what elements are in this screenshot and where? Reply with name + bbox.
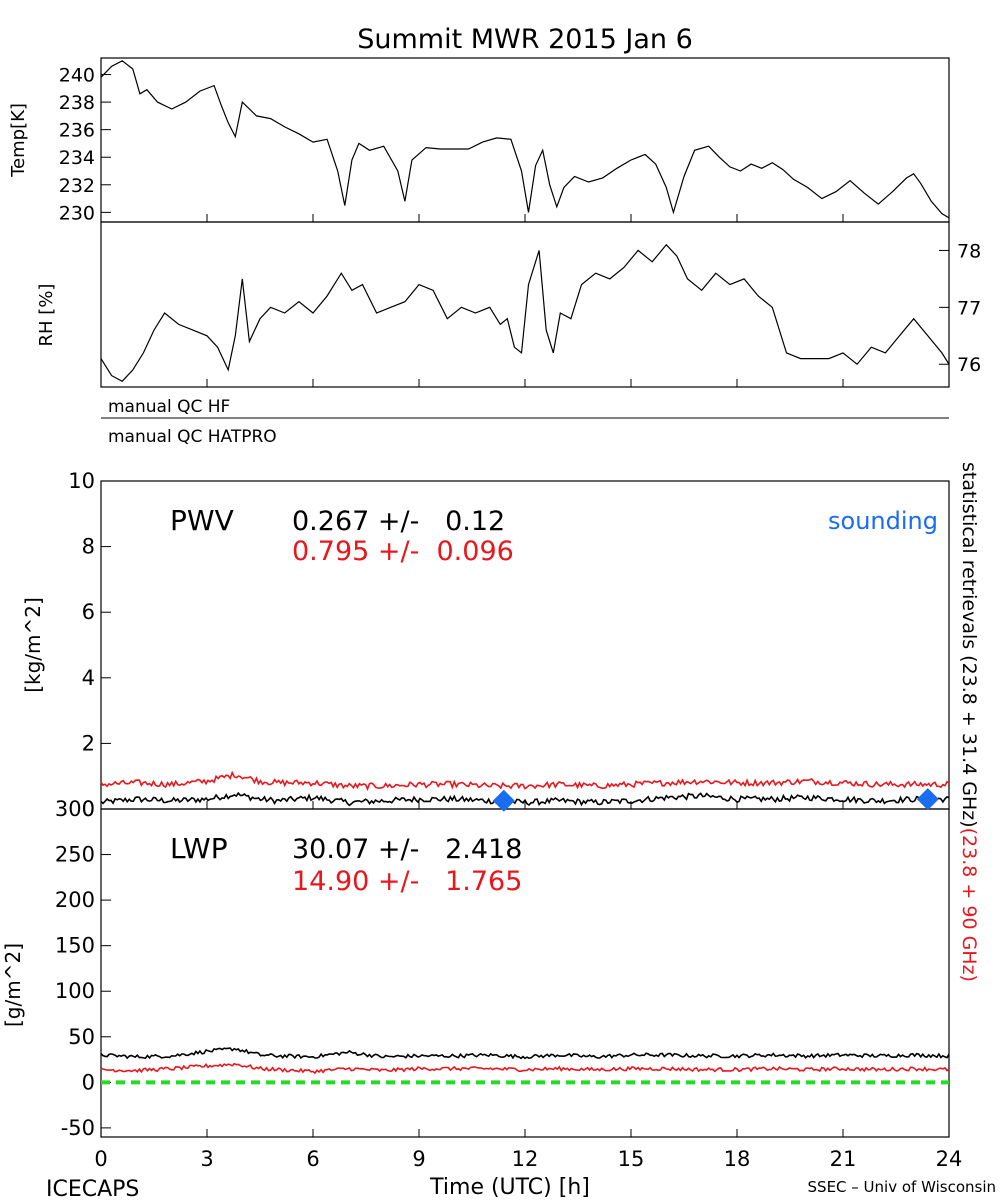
lwp-ytick-label: 0 <box>82 1070 95 1094</box>
temp-series <box>100 60 950 219</box>
pwv-ytick-label: 4 <box>82 666 95 690</box>
lwp-ytick-label: 50 <box>68 1025 95 1049</box>
sounding-marker <box>916 788 939 811</box>
rh-series <box>100 243 950 383</box>
x-tick-label: 18 <box>724 1147 751 1171</box>
lwp-stat-red: 14.90 +/- 1.765 <box>292 866 522 897</box>
rh-ytick-label: 76 <box>957 354 981 376</box>
lwp-series-red <box>100 1062 950 1075</box>
lwp-ytick-label: 250 <box>55 843 95 867</box>
temp-ytick-label: 238 <box>59 92 95 114</box>
chart-title: Summit MWR 2015 Jan 6 <box>357 24 693 55</box>
pwv-stat-red: 0.795 +/- 0.096 <box>292 536 514 567</box>
pwv-ytick-label: 6 <box>82 600 95 624</box>
lwp-ytick-label: 100 <box>55 979 95 1003</box>
temp-ytick-label: 230 <box>59 202 95 224</box>
pwv-ylabel: [kg/m^2] <box>21 597 45 693</box>
rh-panel-frame <box>100 221 950 388</box>
lwp-ytick-label: 300 <box>55 797 95 821</box>
x-tick-label: 12 <box>512 1147 539 1171</box>
qc-label-hatpro: manual QC HATPRO <box>108 427 277 447</box>
pwv-series-black <box>100 791 950 807</box>
side-label-red: (23.8 + 90 GHz) <box>958 828 980 982</box>
temp-ytick-label: 236 <box>59 120 95 142</box>
rh-ylabel: RH [%] <box>36 284 57 347</box>
lwp-ytick-label: -50 <box>61 1116 95 1140</box>
side-retrieval-label: statistical retrievals (23.8 + 31.4 GHz)… <box>958 462 980 982</box>
rh-ytick-label: 77 <box>957 297 981 319</box>
temp-ytick-label: 240 <box>59 65 95 87</box>
rh-ytick-label: 78 <box>957 240 981 262</box>
sounding-legend: sounding <box>828 507 938 535</box>
lwp-stat-black: 30.07 +/- 2.418 <box>292 834 522 865</box>
x-tick-label: 24 <box>936 1147 963 1171</box>
x-tick-label: 0 <box>94 1147 107 1171</box>
pwv-ytick-label: 8 <box>82 535 95 559</box>
x-tick-label: 21 <box>830 1147 857 1171</box>
pwv-ytick-label: 10 <box>68 469 95 493</box>
lwp-panel-label: LWP <box>170 832 228 865</box>
x-tick-label: 6 <box>306 1147 319 1171</box>
side-label-black: statistical retrievals (23.8 + 31.4 GHz) <box>958 462 980 828</box>
footer-right: SSEC – Univ of Wisconsin <box>808 1178 996 1196</box>
lwp-ytick-label: 200 <box>55 888 95 912</box>
pwv-ytick-label: 0 <box>82 797 95 821</box>
x-axis-label: Time (UTC) [h] <box>429 1175 590 1200</box>
x-tick-label: 15 <box>618 1147 645 1171</box>
pwv-panel-label: PWV <box>170 504 234 537</box>
pwv-stat-black: 0.267 +/- 0.12 <box>292 506 505 537</box>
pwv-series-red <box>100 770 950 791</box>
temp-ytick-label: 234 <box>59 147 95 169</box>
temp-panel-frame <box>100 57 950 223</box>
lwp-ytick-label: 150 <box>55 934 95 958</box>
qc-label-hf: manual QC HF <box>108 397 230 417</box>
sounding-marker <box>492 789 515 812</box>
footer-left: ICECAPS <box>46 1177 139 1200</box>
temp-ytick-label: 232 <box>59 175 95 197</box>
chart-marks: 2302322342362382407677780246810-50050100… <box>55 60 981 1171</box>
temp-ylabel: Temp[K] <box>8 103 29 178</box>
pwv-ytick-label: 2 <box>82 731 95 755</box>
x-tick-label: 3 <box>200 1147 213 1171</box>
x-tick-label: 9 <box>412 1147 425 1171</box>
lwp-panel-frame <box>100 808 950 1138</box>
lwp-ylabel: [g/m^2] <box>1 943 25 1027</box>
lwp-series-black <box>100 1047 950 1060</box>
